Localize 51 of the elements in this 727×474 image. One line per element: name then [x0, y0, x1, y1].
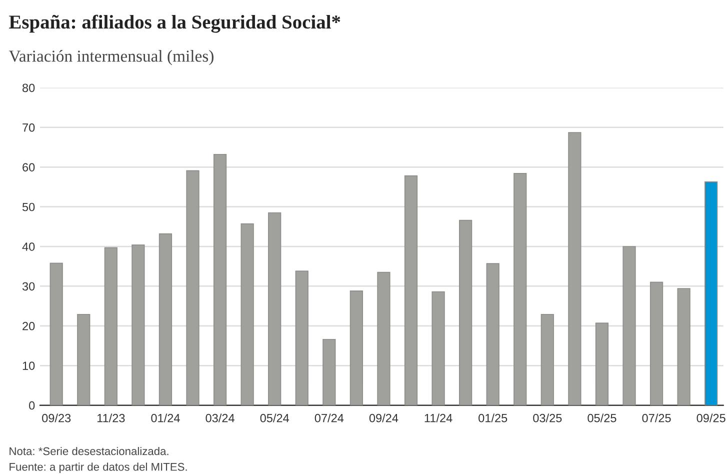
- x-tick-label: 07/24: [314, 414, 344, 422]
- x-tick-label: 05/25: [588, 414, 616, 422]
- x-tick-label: 09/24: [369, 414, 398, 422]
- y-tick-label: 30: [22, 282, 35, 291]
- bar: [514, 173, 527, 406]
- bar: [677, 288, 690, 406]
- bar: [213, 154, 227, 406]
- x-tick-label: 07/25: [642, 414, 671, 422]
- bar: [377, 272, 390, 406]
- source-note: Fuente: a partir de datos del MITES.: [10, 462, 187, 473]
- bar: [704, 181, 718, 406]
- chart-subtitle: Variación intermensual (miles): [8, 50, 214, 66]
- bar: [295, 270, 308, 406]
- y-tick-label: 80: [22, 84, 35, 92]
- bar: [322, 338, 336, 406]
- bar: [540, 314, 554, 406]
- y-tick-label: 70: [22, 123, 35, 132]
- bar: [132, 244, 145, 406]
- bar: [268, 212, 282, 406]
- y-tick-label: 10: [22, 362, 35, 370]
- x-tick-label: 01/24: [151, 414, 180, 422]
- bar: [186, 170, 200, 406]
- bar: [432, 291, 445, 406]
- x-tick-label: 03/25: [533, 414, 562, 422]
- x-tick-label: 09/23: [42, 414, 71, 422]
- bar: [350, 290, 363, 406]
- y-tick-label: 50: [22, 202, 35, 212]
- bar: [622, 246, 636, 406]
- text: Nota: *Serie desestacionalizada.: [10, 446, 168, 456]
- x-tick-label: 05/24: [260, 414, 290, 422]
- x-tick-label: 03/24: [206, 414, 234, 422]
- x-tick-label: 09/25: [696, 414, 726, 422]
- y-tick-label: 60: [22, 163, 35, 172]
- chart-title: España: afiliados a la Seguridad Social*: [9, 14, 340, 33]
- bar: [77, 314, 90, 406]
- y-tick-label: 20: [22, 322, 35, 330]
- x-tick-label: 01/25: [478, 414, 508, 422]
- y-tick-label: 40: [22, 242, 35, 251]
- x-tick-label: 11/24: [424, 414, 452, 422]
- bar: [459, 220, 472, 406]
- bar: [404, 175, 418, 406]
- x-tick-label: 11/23: [97, 414, 125, 422]
- bar: [595, 322, 609, 406]
- bar: [240, 223, 254, 406]
- bar: [50, 262, 63, 406]
- bar: [486, 263, 500, 406]
- bar: [104, 247, 118, 406]
- bar: [568, 132, 582, 406]
- bar: [158, 233, 172, 406]
- bar: [650, 282, 664, 406]
- y-tick-label: 0: [29, 401, 35, 410]
